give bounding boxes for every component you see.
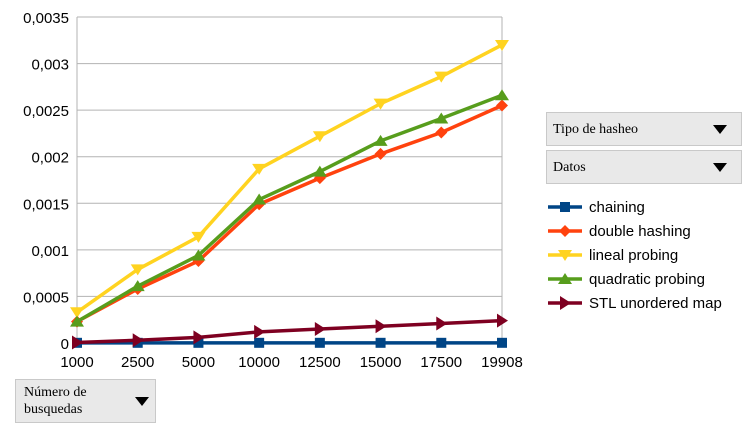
data-point [436,316,448,331]
chart-legend: chaining double hashing lineal probing quad… [546,195,751,315]
data-point [193,330,205,345]
data-point [314,337,325,348]
data-point [312,165,327,177]
dropdown-arrow-icon [135,396,149,406]
x-tick-label: 2500 [121,354,154,371]
legend-marker [558,250,572,261]
series-line-stl-unordered-map [76,318,503,345]
series-line-quadratic-probing [76,93,503,324]
x-tick-label: 5000 [182,354,215,371]
data-point [192,255,205,268]
data-point [495,39,509,51]
legend-item: double hashing [546,219,751,243]
y-tick-label: 0,0015 [23,196,69,213]
legend-label: chaining [589,198,645,216]
y-tick-label: 0,0035 [23,10,69,27]
x-tick-label: 19908 [481,354,523,371]
row-field-label: Número de busquedas [24,385,87,417]
series-quadratic-probing [70,89,509,327]
data-point [435,126,448,139]
legend-label: lineal probing [589,246,679,264]
dropdown-arrow-icon [713,162,727,172]
legend-marker [560,202,570,212]
data-point [314,322,326,337]
legend-label: double hashing [589,222,691,240]
data-point [193,337,204,348]
data-field-label: Datos [553,159,586,175]
data-point [132,333,144,348]
data-point [252,193,267,205]
y-tick-label: 0 [61,336,69,353]
y-tick-label: 0,0025 [23,103,69,120]
data-point [434,71,449,83]
legend-label: quadratic probing [589,270,705,288]
data-point [495,89,509,101]
data-field-button[interactable]: Datos [546,150,742,184]
series-line-double-hashing [76,103,503,324]
data-point [497,313,508,328]
row-field-button[interactable]: Número de busquedas [15,379,156,423]
data-point [312,131,327,143]
data-point [375,319,387,334]
legend-label: STL unordered map [589,294,722,312]
legend-item: STL unordered map [546,291,751,315]
column-field-button[interactable]: Tipo de hasheo [546,112,742,146]
data-point [130,280,145,292]
y-tick-label: 0,001 [31,243,69,260]
legend-swatch-icon [548,225,582,237]
legend-item: chaining [546,195,751,219]
data-point [496,99,508,112]
legend-swatch-icon [548,296,582,310]
legend-swatch-icon [548,202,582,212]
data-point [70,307,84,319]
series-line-lineal-probing [75,43,503,314]
legend-marker [558,273,572,284]
x-tick-label: 10000 [238,354,280,371]
series-stl-unordered-map [72,313,508,350]
dropdown-arrow-icon [713,124,727,134]
x-tick-label: 17500 [420,354,462,371]
x-tick-label: 12500 [299,354,341,371]
legend-swatch-icon [548,273,582,284]
legend-swatch-icon [548,250,582,261]
data-point [254,337,265,348]
y-tick-label: 0,002 [31,150,69,167]
legend-marker [560,296,571,310]
data-point [72,335,83,350]
data-point [254,324,266,339]
data-point [436,337,447,348]
series-lineal-probing [70,39,509,319]
series-double-hashing [71,99,508,328]
data-point [130,264,145,276]
y-tick-label: 0,0005 [23,289,69,306]
data-point [373,98,388,110]
data-point [497,337,507,348]
x-tick-label: 1000 [60,354,93,371]
data-point [374,147,387,160]
legend-marker [559,225,571,237]
data-point [375,337,386,348]
data-point [434,112,449,124]
legend-item: lineal probing [546,243,751,267]
data-point [373,134,388,146]
column-field-label: Tipo de hasheo [553,121,639,137]
data-point [252,163,267,175]
y-tick-label: 0,003 [31,57,69,74]
data-point [70,315,84,327]
x-tick-label: 15000 [360,354,402,371]
legend-item: quadratic probing [546,267,751,291]
data-point [191,249,206,261]
data-point [191,231,206,243]
